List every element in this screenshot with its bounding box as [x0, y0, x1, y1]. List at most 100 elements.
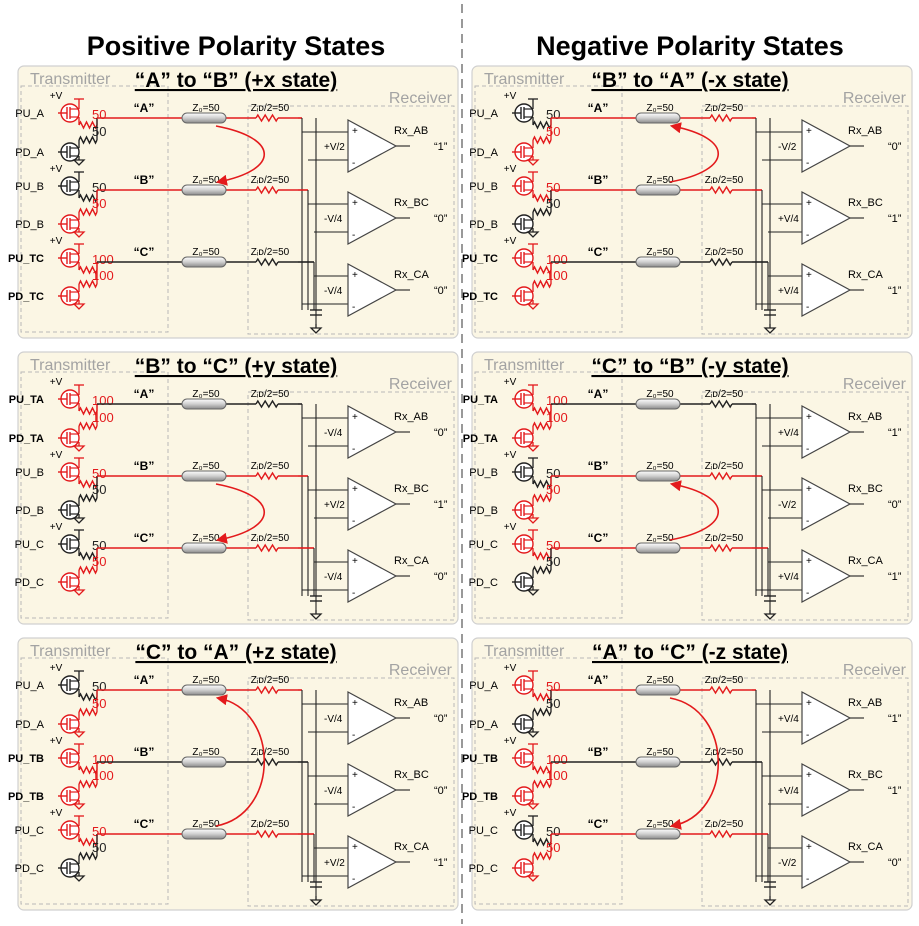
threshold-label: -V/2	[778, 500, 797, 511]
transmitter-box	[20, 85, 169, 333]
termination-label: Zᵢᴅ/2=50	[705, 247, 744, 258]
node-label: “C”	[588, 817, 609, 831]
plus-sign: +	[352, 198, 358, 209]
pull-up-resistance: 50	[546, 466, 560, 481]
threshold-label: -V/4	[324, 286, 343, 297]
pull-down-label: PD_TA	[463, 433, 498, 445]
panel-neg-y: Transmitter Receiver “C” to “B” (-y state)…	[463, 351, 913, 625]
pull-up-resistance: 100	[92, 752, 114, 767]
comparator	[347, 476, 398, 532]
pull-down-resistance: 50	[92, 840, 106, 855]
resistor	[532, 707, 552, 717]
threshold-label: +V/4	[778, 786, 799, 797]
receiver-label: Receiver	[843, 662, 907, 679]
pull-up-label: PU_TB	[8, 753, 44, 765]
pull-down-resistance: 50	[546, 482, 560, 497]
z0-label: Z₀=50	[646, 819, 674, 830]
panel-title: “C” to “A” (+z state)	[135, 641, 336, 664]
pull-up-resistance: 50	[546, 180, 560, 195]
minus-sign: -	[806, 302, 809, 313]
pull-up-resistance: 100	[546, 393, 568, 408]
termination-label: Zᵢᴅ/2=50	[705, 675, 744, 686]
transmission-line	[635, 184, 681, 196]
panel-title: “B” to “C” (+y state)	[135, 355, 337, 378]
current-flow-arrow	[215, 694, 266, 827]
pull-down-label: PD_B	[15, 505, 44, 517]
panel-neg-z: Transmitter Receiver “A” to “C” (-z state)…	[462, 637, 913, 911]
termination-label: Zᵢᴅ/2=50	[251, 461, 290, 472]
threshold-label: -V/4	[324, 714, 343, 725]
pull-down-resistance: 100	[546, 768, 568, 783]
rx-output-label: Rx_AB	[394, 125, 428, 137]
ground-symbol	[526, 303, 540, 310]
pull-down-label: PD_TB	[8, 791, 44, 803]
termination-label: Zᵢᴅ/2=50	[251, 389, 290, 400]
threshold-label: -V/4	[324, 428, 343, 439]
resistor	[255, 757, 279, 767]
panels-layer: Transmitter Receiver “A” to “B” (+x state)…	[8, 65, 913, 911]
resistor	[78, 707, 98, 717]
resistor	[532, 692, 552, 702]
node-label: “A”	[134, 673, 155, 687]
plus-sign: +	[806, 126, 812, 137]
threshold-label: +V/4	[778, 214, 799, 225]
node-label: “C”	[588, 531, 609, 545]
transmission-line	[635, 684, 681, 696]
pull-down-label: PD_TC	[462, 291, 498, 303]
ground-symbol	[72, 445, 86, 452]
ground-symbol	[526, 589, 540, 596]
panel-title: “A” to “C” (-z state)	[592, 641, 788, 664]
rx-output-label: Rx_BC	[394, 483, 429, 495]
resistor	[78, 565, 98, 575]
rx-output-label: Rx_BC	[394, 769, 429, 781]
termination-label: Zᵢᴅ/2=50	[705, 461, 744, 472]
threshold-label: -V/4	[324, 786, 343, 797]
rx-output-value: “0”	[888, 499, 902, 511]
comparator	[801, 476, 852, 532]
vplus-label: +V	[50, 377, 63, 388]
node-label: “B”	[134, 459, 155, 473]
vplus-label: +V	[504, 164, 517, 175]
z0-label: Z₀=50	[192, 175, 220, 186]
threshold-label: +V/4	[778, 572, 799, 583]
current-flow-arrow	[215, 483, 265, 544]
pull-down-resistance: 50	[92, 482, 106, 497]
rx-output-label: Rx_AB	[848, 697, 882, 709]
minus-sign: -	[352, 158, 355, 169]
threshold-label: +V/4	[778, 428, 799, 439]
resistor	[78, 265, 98, 275]
pull-down-label: PD_C	[469, 577, 498, 589]
resistor	[532, 421, 552, 431]
threshold-label: -V/4	[324, 214, 343, 225]
ground-symbol	[526, 517, 540, 524]
plus-sign: +	[352, 556, 358, 567]
plus-sign: +	[806, 198, 812, 209]
minus-sign: -	[352, 588, 355, 599]
resistor	[78, 551, 98, 561]
z0-label: Z₀=50	[192, 675, 220, 686]
z0-label: Z₀=50	[192, 819, 220, 830]
termination-label: Zᵢᴅ/2=50	[705, 533, 744, 544]
node-label: “B”	[134, 745, 155, 759]
plus-sign: +	[806, 412, 812, 423]
receiver-label: Receiver	[389, 90, 453, 107]
rx-output-value: “0”	[434, 213, 448, 225]
receiver-label: Receiver	[389, 376, 453, 393]
rx-output-value: “1”	[434, 857, 448, 869]
pull-down-resistance: 100	[92, 268, 114, 283]
resistor	[709, 543, 733, 553]
vplus-label: +V	[50, 522, 63, 533]
rx-output-value: “0”	[434, 713, 448, 725]
resistor	[78, 135, 98, 145]
ground-symbol	[763, 613, 777, 620]
transmission-line	[635, 756, 681, 768]
ground-symbol	[309, 327, 323, 334]
plus-sign: +	[806, 698, 812, 709]
ground-symbol	[72, 231, 86, 238]
pull-up-resistance: 50	[92, 679, 106, 694]
transmitter-box	[20, 371, 169, 619]
transmission-line	[181, 756, 227, 768]
rx-output-value: “0”	[434, 571, 448, 583]
z0-label: Z₀=50	[646, 247, 674, 258]
transmission-line	[181, 398, 227, 410]
